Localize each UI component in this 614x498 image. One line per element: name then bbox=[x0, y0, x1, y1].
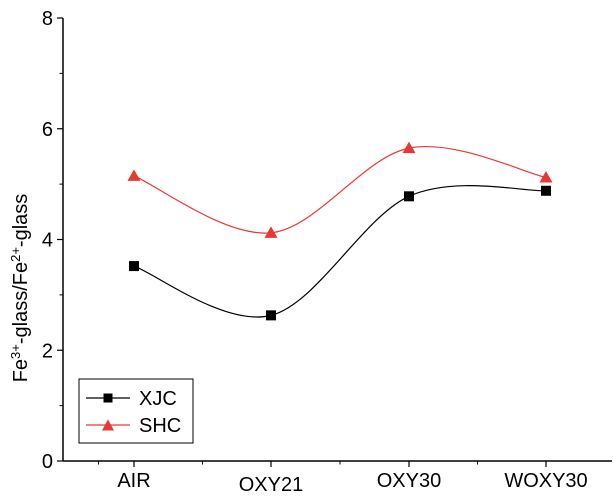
legend-box bbox=[78, 378, 194, 444]
y-tick-label: 8 bbox=[42, 8, 53, 30]
data-point-xjc bbox=[404, 191, 414, 202]
data-point-shc bbox=[402, 141, 416, 154]
series-line-xjc bbox=[133, 185, 547, 318]
y-tick-label: 0 bbox=[42, 451, 53, 473]
x-tick-label: AIR bbox=[117, 470, 150, 492]
series-shc bbox=[127, 141, 553, 238]
legend-item-shc: SHC bbox=[86, 415, 181, 437]
data-point-shc bbox=[127, 169, 141, 181]
y-tick-label: 4 bbox=[42, 230, 53, 252]
series-layer bbox=[127, 141, 553, 321]
x-axis-ticks: AIR OXY21 OXY30 WOXY30 bbox=[98, 461, 588, 496]
legend-label-xjc: XJC bbox=[139, 388, 177, 410]
y-tick-label: 6 bbox=[42, 119, 53, 141]
data-point-xjc bbox=[541, 185, 551, 196]
data-point-xjc bbox=[266, 310, 276, 321]
x-tick-label: OXY21 bbox=[239, 474, 303, 496]
data-point-xjc bbox=[129, 261, 139, 272]
data-point-shc bbox=[539, 170, 553, 183]
legend-label-shc: SHC bbox=[139, 415, 181, 437]
series-line-shc bbox=[133, 146, 547, 234]
legend-item-xjc: XJC bbox=[86, 388, 177, 410]
legend: XJC SHC bbox=[78, 378, 194, 444]
legend-marker-shc bbox=[102, 419, 114, 431]
x-tick-label: OXY30 bbox=[377, 470, 441, 492]
series-xjc bbox=[129, 185, 551, 321]
legend-marker-xjc bbox=[103, 393, 113, 403]
y-tick-label: 2 bbox=[42, 340, 53, 362]
y-axis-label: Fe3+-glass/Fe2+-glass bbox=[8, 194, 33, 383]
y-axis-ticks: 0 2 4 6 8 bbox=[42, 8, 63, 473]
data-point-shc bbox=[264, 226, 278, 238]
x-tick-label: WOXY30 bbox=[504, 470, 587, 492]
